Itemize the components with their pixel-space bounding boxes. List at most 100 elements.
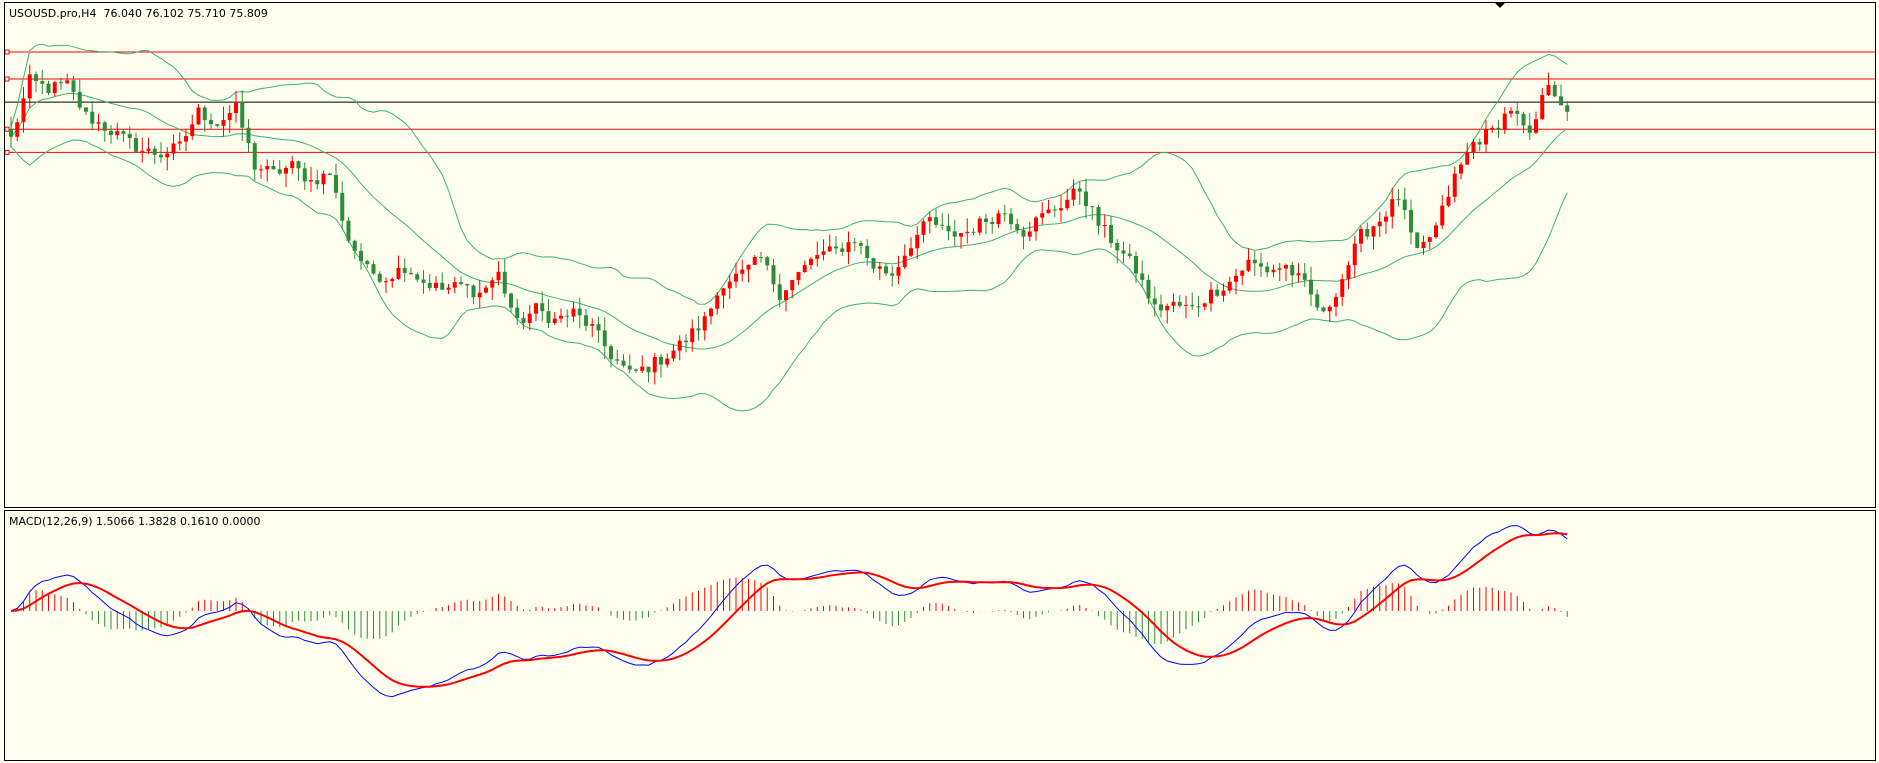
bollinger-lower <box>10 139 1568 412</box>
candle-body <box>477 292 482 298</box>
candle <box>1159 294 1163 318</box>
candle <box>715 292 720 315</box>
candle-body <box>1477 141 1482 145</box>
candle <box>21 86 26 133</box>
candle-body <box>896 267 901 276</box>
candle <box>865 239 870 266</box>
candle-body <box>515 307 520 319</box>
candle <box>1265 262 1270 277</box>
candle <box>377 271 382 284</box>
candle <box>1434 222 1438 239</box>
candle-body <box>921 221 926 235</box>
candle <box>1140 260 1145 289</box>
candle-body <box>490 280 495 288</box>
candle <box>1359 226 1363 253</box>
price-chart-pane[interactable]: USOUSD.pro,H4 76.040 76.102 75.710 75.80… <box>4 2 1876 508</box>
candle-body <box>1396 199 1401 201</box>
candle <box>59 77 63 90</box>
candle-body <box>277 169 282 174</box>
candle <box>1365 222 1370 240</box>
candle-body <box>1184 304 1188 306</box>
candle <box>790 279 795 299</box>
candle-body <box>334 174 338 193</box>
candle-body <box>390 278 395 282</box>
candle-body <box>1415 232 1420 249</box>
candle-body <box>352 240 357 251</box>
candle <box>421 270 426 294</box>
candle <box>352 239 357 259</box>
candle-body <box>1171 301 1176 306</box>
candle <box>1215 283 1220 298</box>
candle <box>1034 215 1038 241</box>
candle <box>1490 125 1495 133</box>
candle-body <box>1309 279 1313 295</box>
candle <box>665 353 670 368</box>
macd-pane[interactable]: MACD(12,26,9) 1.5066 1.3828 0.1610 0.000… <box>4 510 1876 761</box>
candle-body <box>115 131 120 136</box>
candle <box>1465 142 1470 165</box>
candle-body <box>1115 242 1120 251</box>
candle-body <box>827 246 832 252</box>
candle <box>821 239 826 261</box>
candle <box>1221 283 1226 302</box>
candle <box>659 354 663 378</box>
candle <box>652 352 657 385</box>
candle <box>1227 276 1232 294</box>
candle-body <box>527 313 532 324</box>
candle-body <box>852 242 857 244</box>
candle-body <box>552 318 557 324</box>
candle-body <box>452 282 457 288</box>
candle-body <box>509 293 513 308</box>
candle-body <box>721 288 726 296</box>
candle-body <box>415 274 420 280</box>
candle <box>746 264 751 283</box>
candle-body <box>1277 268 1282 270</box>
candle <box>390 277 395 288</box>
candle <box>1496 119 1501 138</box>
candle <box>215 124 220 128</box>
candle-body <box>1302 273 1307 280</box>
candle-body <box>371 264 376 274</box>
candle <box>484 285 488 294</box>
candle-body <box>865 245 870 259</box>
candle-body <box>890 273 895 276</box>
candle <box>315 169 320 190</box>
candle-body <box>584 315 588 326</box>
candle <box>909 237 913 258</box>
candle-body <box>365 260 370 265</box>
candle <box>1046 199 1051 214</box>
candle-body <box>359 250 363 261</box>
candle <box>1296 263 1301 283</box>
candle <box>1427 236 1432 250</box>
chart-shift-marker-icon[interactable] <box>1494 2 1506 8</box>
candle-body <box>534 303 538 314</box>
candle <box>671 344 676 362</box>
candle <box>902 244 907 270</box>
candle-body <box>1096 207 1101 226</box>
candle-body <box>177 141 182 144</box>
candle <box>1040 202 1045 225</box>
ohlc-label: 76.040 76.102 75.710 75.809 <box>103 7 268 20</box>
candle <box>884 263 888 276</box>
candle-body <box>1321 307 1326 312</box>
candle <box>434 276 438 292</box>
candle <box>459 276 463 286</box>
candle-body <box>690 328 695 343</box>
candle <box>321 170 326 195</box>
candle <box>109 124 113 144</box>
candle-body <box>740 269 745 274</box>
candle-body <box>1471 141 1476 153</box>
candle <box>490 277 495 301</box>
candle <box>1096 205 1101 235</box>
candle-body <box>1546 84 1551 96</box>
candle-body <box>309 180 313 182</box>
candle <box>534 302 538 322</box>
candle <box>71 75 76 101</box>
candle-body <box>902 255 907 268</box>
candle-body <box>1127 253 1132 257</box>
candle <box>777 273 782 308</box>
candle <box>815 241 820 267</box>
candle-body <box>102 122 107 131</box>
candle <box>521 311 526 330</box>
